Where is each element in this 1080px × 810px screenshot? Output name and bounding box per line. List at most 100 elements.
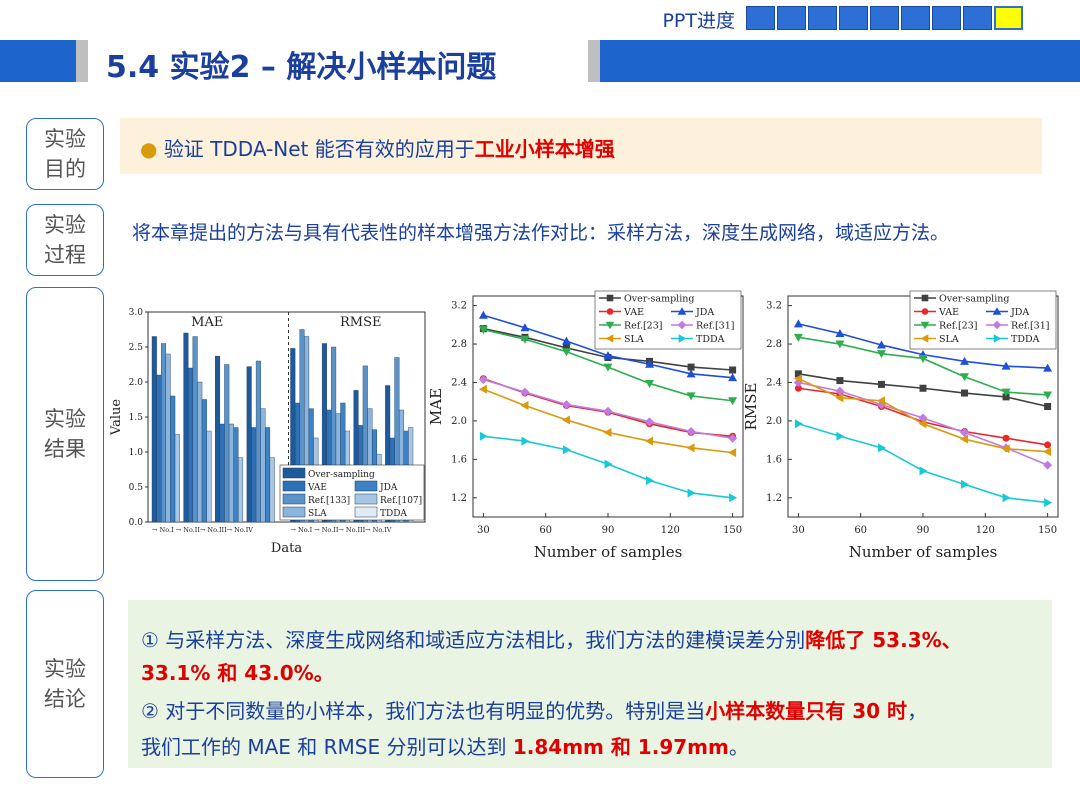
line-y-tick-label: 1.2 — [766, 493, 782, 504]
line-legend-marker — [992, 307, 1002, 315]
data-point — [1043, 363, 1053, 372]
data-point — [686, 443, 695, 453]
line-legend-label: Ref.[31] — [696, 321, 734, 332]
bar — [170, 395, 176, 523]
data-point — [604, 459, 613, 469]
data-point — [728, 397, 738, 406]
line-legend-marker — [921, 294, 929, 302]
data-point — [835, 393, 844, 403]
line-x-tick-label: 90 — [917, 525, 930, 536]
line-legend-label: SLA — [624, 334, 644, 345]
data-point — [876, 396, 885, 406]
bar-legend-label: JDA — [379, 483, 398, 493]
line-y-tick-label: 1.6 — [766, 454, 782, 465]
data-point — [1002, 434, 1010, 442]
data-point — [960, 434, 969, 444]
data-point — [687, 363, 695, 371]
data-point — [960, 373, 970, 382]
line-legend-label: Ref.[23] — [624, 321, 662, 332]
line-legend-marker — [606, 294, 614, 302]
line-legend-label: JDA — [695, 307, 714, 318]
progress-square — [808, 6, 837, 30]
data-point — [561, 348, 571, 357]
data-point — [729, 366, 737, 374]
title-left-edge — [76, 40, 88, 82]
line-chart-mae: 1.2 1.6 2.0 2.4 2.8 3.2 30 60 90 120 150 Number of … — [427, 290, 744, 561]
data-point — [877, 380, 885, 388]
data-point — [562, 445, 571, 455]
data-point — [918, 413, 928, 423]
purpose-main: 验证 TDDA-Net 能否有效的应用于 — [163, 137, 475, 161]
data-point — [919, 384, 927, 392]
bar-y-tick-label: 3.0 — [129, 308, 144, 318]
data-point — [520, 335, 530, 344]
line-y-tick-label: 2.4 — [766, 377, 782, 388]
progress-square — [777, 6, 806, 30]
bar — [206, 430, 212, 523]
line-x-tick-label: 60 — [854, 525, 867, 536]
progress-square — [870, 6, 899, 30]
bar — [228, 423, 234, 523]
data-point — [603, 427, 612, 437]
line-legend-marker — [920, 334, 929, 343]
data-point — [561, 415, 570, 425]
section-label-process-text: 实验 过程 — [44, 212, 86, 267]
line-x-tick-label: 30 — [792, 525, 805, 536]
bar-y-axis-label: Value — [109, 399, 124, 436]
purpose-highlight: 工业小样本增强 — [474, 137, 615, 161]
line-y-tick-label: 2.8 — [451, 339, 467, 350]
conclusion-line-3: ② 对于不同数量的小样本，我们方法也有明显的优势。特别是当小样本数量只有 30 … — [141, 695, 927, 724]
data-point — [645, 436, 654, 446]
data-point — [1044, 498, 1053, 508]
line-legend-label: Ref.[23] — [939, 321, 977, 332]
data-point — [478, 326, 488, 335]
bar-legend-swatch — [282, 493, 306, 505]
progress-square — [963, 6, 992, 30]
progress-label: PPT进度 — [662, 10, 735, 32]
line-y-axis-label: MAE — [427, 388, 445, 425]
purpose-text: ● 验证 TDDA-Net 能否有效的应用于工业小样本增强 — [140, 133, 615, 162]
data-point — [520, 323, 530, 332]
bar-legend-label: TDDA — [380, 509, 407, 519]
line-legend-label: Over-sampling — [624, 294, 694, 305]
bar — [151, 336, 157, 523]
data-point — [835, 386, 845, 396]
data-point — [960, 427, 970, 437]
line-legend-label: JDA — [1010, 307, 1029, 318]
data-point — [603, 351, 613, 360]
data-point — [1001, 361, 1011, 370]
data-point — [919, 466, 928, 476]
bar-x-tick-labels: → No.I → No.II→ No.III→ No.IV — [291, 526, 392, 534]
bar-legend-label: Ref.[107] — [380, 496, 422, 506]
data-point — [794, 370, 802, 378]
data-point — [686, 369, 696, 378]
bar — [165, 353, 171, 523]
data-point — [561, 336, 571, 345]
conclusion-line-1-highlight: 降低了 53.3%、 — [805, 628, 962, 652]
section-label-result-text: 实验 结果 — [44, 406, 86, 461]
bar — [156, 374, 162, 523]
line-legend-label: SLA — [939, 334, 959, 345]
line-y-axis-label: RMSE — [742, 383, 760, 431]
line-x-tick-label: 120 — [976, 525, 995, 536]
bar — [238, 457, 244, 523]
data-point — [836, 431, 845, 441]
data-point — [645, 379, 655, 388]
bar-y-tick-label: 2.5 — [129, 343, 144, 353]
data-point — [645, 359, 655, 368]
section-label-conclusion: 实验 结论 — [26, 590, 104, 778]
bar — [174, 434, 180, 523]
line-y-tick-label: 2.0 — [766, 416, 782, 427]
data-point — [918, 354, 928, 363]
line-legend-marker — [920, 321, 930, 330]
line-y-tick-label: 2.0 — [451, 416, 467, 427]
data-point — [794, 419, 803, 429]
data-point — [961, 479, 970, 489]
bar-legend-swatch — [354, 493, 378, 505]
line-legend-box — [909, 290, 1057, 350]
data-point — [728, 433, 738, 443]
data-point — [520, 387, 530, 397]
line-chart-rmse: 1.2 1.6 2.0 2.4 2.8 3.2 30 60 90 120 150 Number of … — [742, 290, 1059, 561]
data-point — [562, 344, 570, 352]
data-point — [687, 488, 696, 498]
